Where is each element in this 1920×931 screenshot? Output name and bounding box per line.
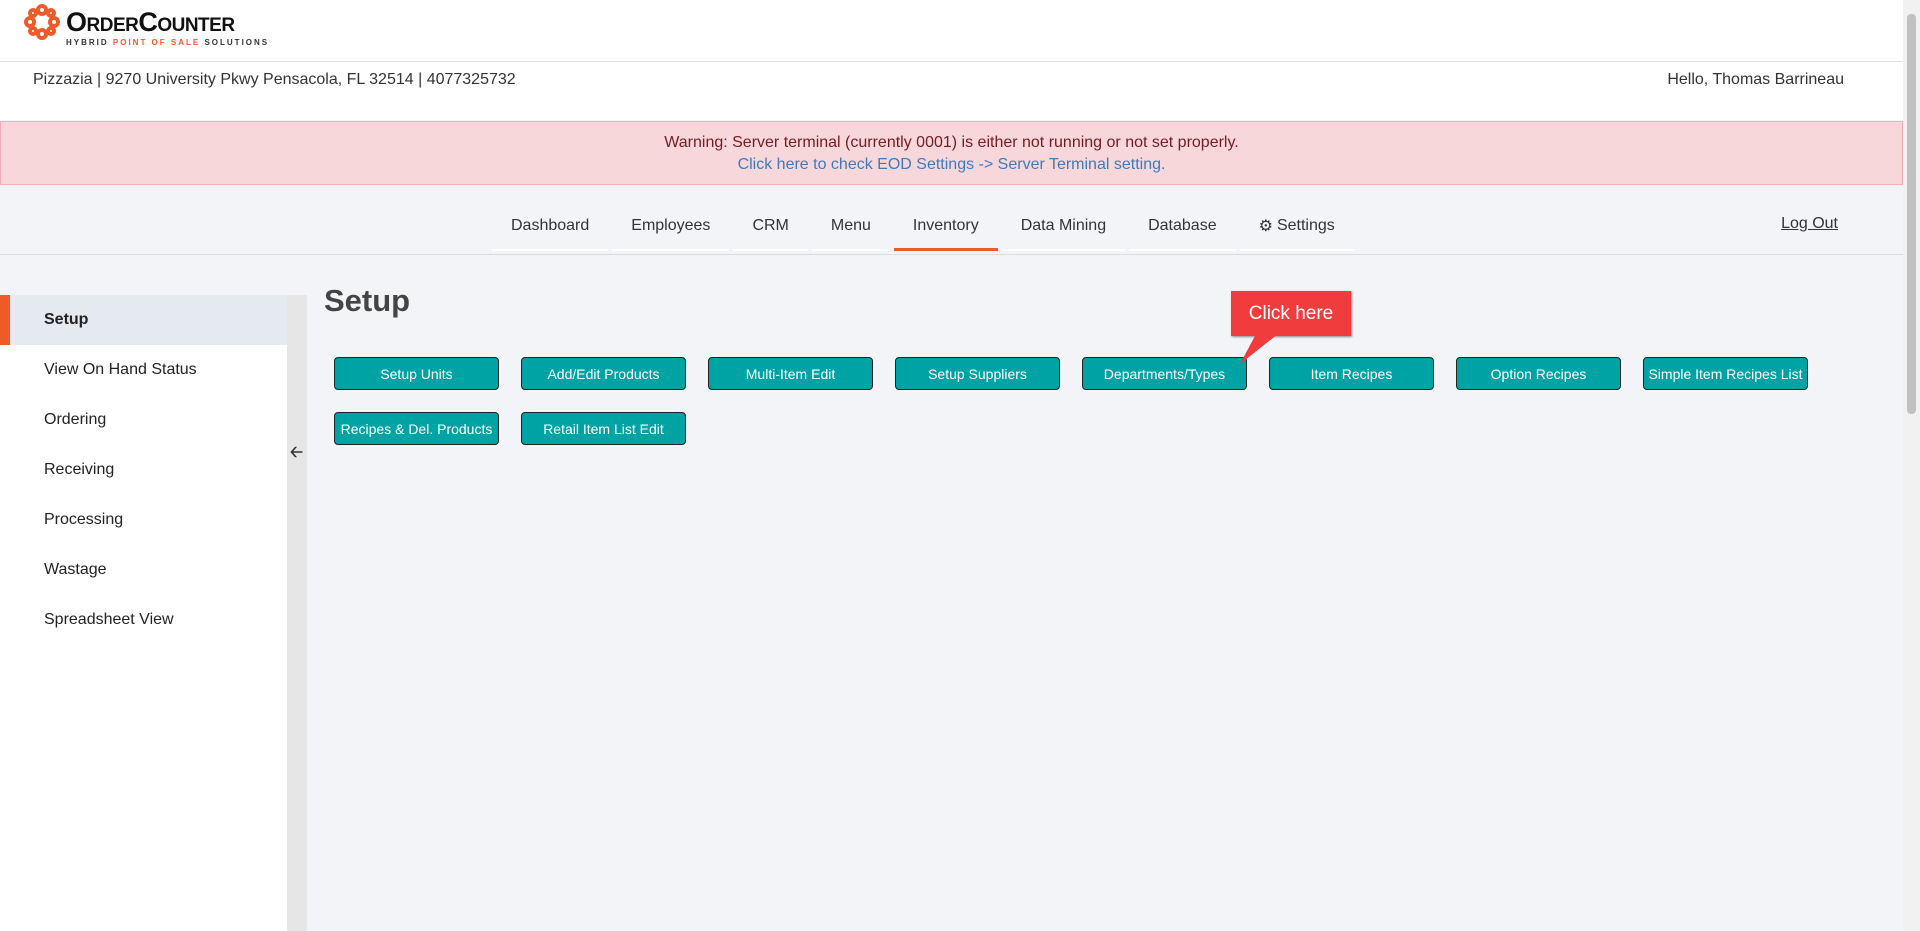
tab-settings[interactable]: ⚙ Settings: [1239, 203, 1354, 251]
sidebar-collapse-handle[interactable]: 🡠: [287, 295, 307, 931]
tab-crm[interactable]: CRM: [733, 203, 808, 251]
warning-text: Warning: Server terminal (currently 0001…: [664, 134, 1239, 151]
tab-menu[interactable]: Menu: [811, 203, 890, 251]
item-recipes-button[interactable]: Item Recipes: [1269, 357, 1434, 390]
divider: [0, 61, 1903, 62]
sidebar-item-setup[interactable]: Setup: [0, 295, 287, 345]
scrollbar[interactable]: [1903, 0, 1920, 931]
departments-types-button[interactable]: Departments/Types: [1082, 357, 1247, 390]
tab-employees[interactable]: Employees: [612, 203, 730, 251]
brand-name: OrderCounter: [66, 6, 235, 37]
simple-item-recipes-list-button[interactable]: Simple Item Recipes List: [1643, 357, 1808, 390]
setup-buttons: Setup Units Add/Edit Products Multi-Item…: [334, 357, 1894, 445]
sidebar-item-ordering[interactable]: Ordering: [44, 411, 107, 428]
click-here-callout: Click here: [1231, 291, 1351, 336]
recipes-del-products-button[interactable]: Recipes & Del. Products: [334, 412, 499, 445]
eod-settings-link[interactable]: Click here to check EOD Settings -> Serv…: [737, 156, 1166, 173]
store-info: Pizzazia | 9270 University Pkwy Pensacol…: [33, 71, 516, 88]
header: OrderCounter HYBRID POINT OF SALE SOLUTI…: [0, 0, 1903, 120]
retail-item-list-edit-button[interactable]: Retail Item List Edit: [521, 412, 686, 445]
logo[interactable]: OrderCounter HYBRID POINT OF SALE SOLUTI…: [24, 4, 269, 58]
gear-icon: ⚙: [1258, 218, 1273, 235]
logo-icon: [24, 4, 60, 40]
multi-item-edit-button[interactable]: Multi-Item Edit: [708, 357, 873, 390]
logout-link[interactable]: Log Out: [1781, 215, 1838, 232]
tab-database[interactable]: Database: [1129, 203, 1236, 251]
tab-inventory[interactable]: Inventory: [893, 203, 998, 251]
sidebar-item-spreadsheet-view[interactable]: Spreadsheet View: [44, 611, 174, 628]
sidebar-item-view-on-hand-status[interactable]: View On Hand Status: [44, 361, 197, 378]
tab-data-mining[interactable]: Data Mining: [1001, 203, 1126, 251]
warning-banner: Warning: Server terminal (currently 0001…: [0, 121, 1903, 185]
option-recipes-button[interactable]: Option Recipes: [1456, 357, 1621, 390]
setup-suppliers-button[interactable]: Setup Suppliers: [895, 357, 1060, 390]
tab-settings-label: Settings: [1276, 217, 1335, 234]
setup-units-button[interactable]: Setup Units: [334, 357, 499, 390]
sidebar-item-processing[interactable]: Processing: [44, 511, 124, 528]
sidebar-item-receiving[interactable]: Receiving: [44, 461, 115, 478]
add-edit-products-button[interactable]: Add/Edit Products: [521, 357, 686, 390]
brand-tagline: HYBRID POINT OF SALE SOLUTIONS: [66, 38, 270, 47]
callout-pointer: [1240, 334, 1278, 364]
tab-dashboard[interactable]: Dashboard: [492, 203, 609, 251]
main-nav: Dashboard Employees CRM Menu Inventory D…: [0, 185, 1903, 255]
arrow-left-icon[interactable]: 🡠: [290, 444, 303, 461]
scrollbar-thumb[interactable]: [1907, 14, 1916, 414]
sidebar: Setup View On Hand Status Ordering Recei…: [0, 295, 287, 931]
user-greeting: Hello, Thomas Barrineau: [1667, 71, 1844, 88]
page-title: Setup: [324, 283, 411, 318]
sidebar-item-wastage[interactable]: Wastage: [44, 561, 107, 578]
